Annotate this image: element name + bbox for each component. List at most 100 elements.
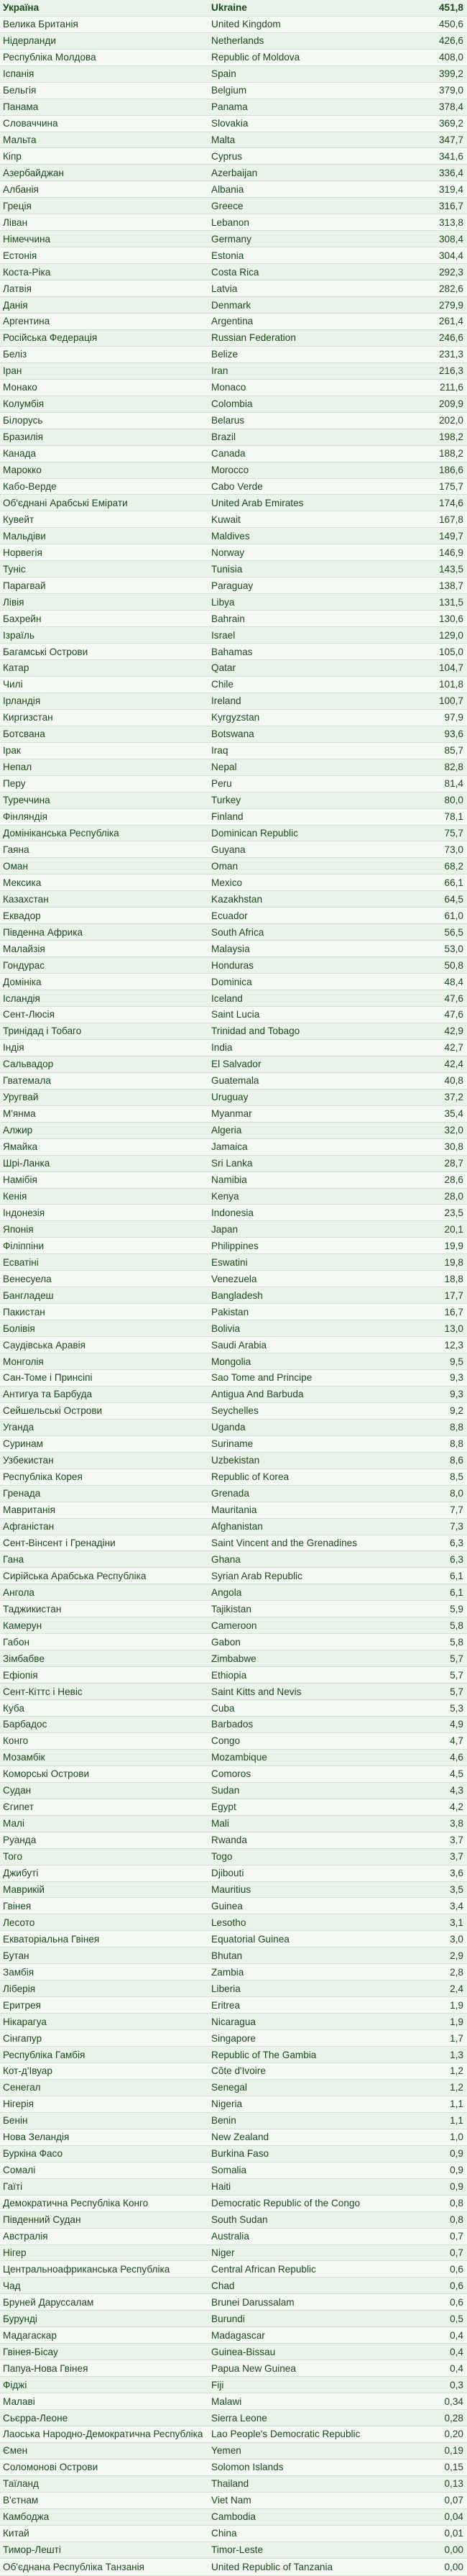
- country-name-ukrainian: Малаві: [0, 2393, 208, 2411]
- country-value: 7,3: [413, 1518, 467, 1535]
- country-name-english: Belarus: [208, 412, 413, 429]
- table-row: Суринам Suriname 8,8: [0, 1435, 467, 1453]
- country-name-english: United Republic of Tanzania: [208, 2558, 413, 2576]
- table-row: Сирійська Арабська Республіка Syrian Arab…: [0, 1567, 467, 1585]
- country-name-english: Seychelles: [208, 1402, 413, 1420]
- country-name-english: Philippines: [208, 1237, 413, 1255]
- country-name-ukrainian: Лаоська Народно-Демократична Республіка: [0, 2426, 208, 2443]
- table-row: Парагвай Paraguay 138,7: [0, 577, 467, 595]
- country-name-english: Mauritius: [208, 1881, 413, 1899]
- table-row: Еритрея Eritrea 1,9: [0, 1996, 467, 2014]
- country-name-english: Grenada: [208, 1485, 413, 1502]
- country-name-english: Republic of Korea: [208, 1469, 413, 1486]
- table-row: Есватіні Eswatini 19,8: [0, 1253, 467, 1271]
- country-name-ukrainian: Іспанія: [0, 65, 208, 83]
- country-value: 73,0: [413, 841, 467, 859]
- country-name-ukrainian: Мексика: [0, 874, 208, 892]
- country-name-ukrainian: Греція: [0, 197, 208, 215]
- table-row: Мозамбік Mozambique 4,6: [0, 1749, 467, 1766]
- country-name-english: South Sudan: [208, 2211, 413, 2229]
- country-value: 7,7: [413, 1502, 467, 1519]
- country-name-ukrainian: Ефіопія: [0, 1666, 208, 1684]
- country-value: 0,00: [413, 2541, 467, 2559]
- country-value: 8,8: [413, 1435, 467, 1453]
- country-value: 175,7: [413, 478, 467, 495]
- country-name-ukrainian: Мозамбік: [0, 1749, 208, 1766]
- country-name-ukrainian: Норвегія: [0, 544, 208, 562]
- table-row: Нова Зеландія New Zealand 1,0: [0, 2129, 467, 2146]
- country-name-ukrainian: Уругвай: [0, 1089, 208, 1106]
- country-name-ukrainian: Бенін: [0, 2112, 208, 2129]
- country-name-ukrainian: Об'єднана Республіка Танзанія: [0, 2558, 208, 2576]
- country-name-ukrainian: Марокко: [0, 462, 208, 479]
- country-name-ukrainian: Гватемала: [0, 1072, 208, 1090]
- country-name-ukrainian: Бангладеш: [0, 1287, 208, 1305]
- table-row: Уругвай Uruguay 37,2: [0, 1089, 467, 1106]
- country-name-english: Venezuela: [208, 1270, 413, 1288]
- country-value: 1,2: [413, 2079, 467, 2096]
- country-name-ukrainian: Ємен: [0, 2442, 208, 2459]
- country-name-english: Estonia: [208, 247, 413, 265]
- country-name-english: Nepal: [208, 759, 413, 776]
- table-row: Папуа-Нова Гвінея Papua New Guinea 0,4: [0, 2360, 467, 2378]
- country-name-ukrainian: Сейшельські Острови: [0, 1402, 208, 1420]
- country-name-english: Guinea-Bissau: [208, 2343, 413, 2361]
- table-row: Уганда Uganda 8,8: [0, 1419, 467, 1436]
- country-name-english: Gabon: [208, 1633, 413, 1651]
- header-value: 451,8: [413, 0, 467, 17]
- country-value: 42,9: [413, 1023, 467, 1040]
- country-value: 9,3: [413, 1369, 467, 1387]
- table-row: Гаїті Haiti 0,9: [0, 2178, 467, 2196]
- table-row: Бразилія Brazil 198,2: [0, 429, 467, 446]
- country-name-english: Jamaica: [208, 1138, 413, 1156]
- country-name-english: Madagascar: [208, 2326, 413, 2344]
- country-name-english: Guyana: [208, 841, 413, 859]
- country-value: 5,7: [413, 1666, 467, 1684]
- table-row: Мальдіви Maldives 149,7: [0, 527, 467, 545]
- country-name-english: Djibouti: [208, 1865, 413, 1882]
- country-name-ukrainian: Нідерланди: [0, 32, 208, 50]
- country-name-english: Kyrgyzstan: [208, 709, 413, 726]
- country-name-ukrainian: Болівія: [0, 1320, 208, 1338]
- country-value: 0,9: [413, 2162, 467, 2179]
- country-value: 143,5: [413, 560, 467, 578]
- table-row: Центральноафриканська Республіка Central …: [0, 2260, 467, 2278]
- country-name-ukrainian: Данія: [0, 296, 208, 314]
- country-name-english: Namibia: [208, 1171, 413, 1189]
- country-name-ukrainian: Бруней Даруссалам: [0, 2293, 208, 2311]
- country-name-ukrainian: Фінляндія: [0, 808, 208, 826]
- country-name-english: Latvia: [208, 280, 413, 298]
- country-name-english: Tajikistan: [208, 1600, 413, 1618]
- table-row: Сальвадор El Salvador 42,4: [0, 1056, 467, 1073]
- country-value: 3,7: [413, 1848, 467, 1865]
- country-value: 97,9: [413, 709, 467, 726]
- country-name-ukrainian: Малайзія: [0, 940, 208, 958]
- table-row: Малаві Malawi 0,34: [0, 2393, 467, 2411]
- table-row: Іспанія Spain 399,2: [0, 65, 467, 83]
- country-name-english: Malawi: [208, 2393, 413, 2411]
- country-value: 131,5: [413, 593, 467, 611]
- country-name-english: Congo: [208, 1732, 413, 1750]
- country-name-english: Republic of Moldova: [208, 49, 413, 66]
- table-row: Сомалі Somalia 0,9: [0, 2162, 467, 2179]
- table-row: Киргизстан Kyrgyzstan 97,9: [0, 709, 467, 726]
- country-name-english: Zambia: [208, 1963, 413, 1981]
- country-value: 0,4: [413, 2360, 467, 2378]
- country-name-ukrainian: Республіка Корея: [0, 1469, 208, 1486]
- country-value: 104,7: [413, 659, 467, 677]
- country-value: 5,7: [413, 1650, 467, 1668]
- country-name-ukrainian: Лесото: [0, 1914, 208, 1932]
- table-row: Джибуті Djibouti 3,6: [0, 1865, 467, 1882]
- table-row: Гондурас Honduras 50,8: [0, 956, 467, 974]
- country-name-ukrainian: Еквадор: [0, 907, 208, 925]
- country-name-ukrainian: Ірак: [0, 742, 208, 759]
- table-row: Нігерія Nigeria 1,1: [0, 2096, 467, 2113]
- country-value: 42,4: [413, 1056, 467, 1073]
- country-value: 100,7: [413, 693, 467, 710]
- country-value: 0,6: [413, 2293, 467, 2311]
- country-name-ukrainian: Зімбабве: [0, 1650, 208, 1668]
- country-value: 308,4: [413, 230, 467, 248]
- country-name-english: Liberia: [208, 1980, 413, 1998]
- country-name-ukrainian: Албанія: [0, 181, 208, 198]
- country-name-ukrainian: Чилі: [0, 676, 208, 693]
